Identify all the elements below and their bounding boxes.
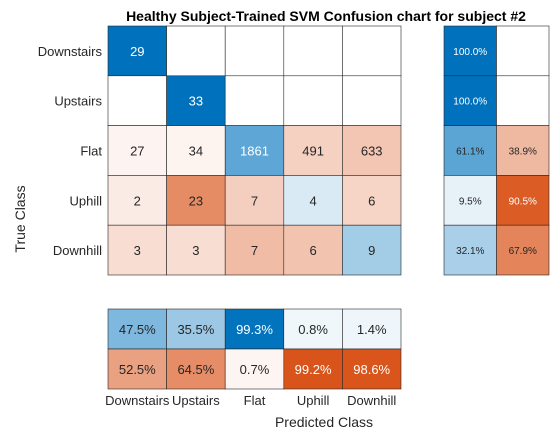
matrix-cell xyxy=(166,25,226,77)
column-summary-cell xyxy=(224,348,285,390)
row-summary-cell xyxy=(496,224,550,276)
y-tick-label: Flat xyxy=(80,144,102,159)
matrix-cell-value: 9 xyxy=(368,243,375,258)
y-tick-label: Downhill xyxy=(53,243,102,258)
column-summary-cell xyxy=(107,348,167,390)
matrix-cell-value: 34 xyxy=(189,144,203,159)
chart-title: Healthy Subject-Trained SVM Confusion ch… xyxy=(126,8,526,24)
column-summary-value: 47.5% xyxy=(119,322,156,337)
y-tick-label: Upstairs xyxy=(54,94,102,109)
matrix-cell xyxy=(224,224,285,276)
matrix-cell-value: 633 xyxy=(361,144,383,159)
matrix-cell xyxy=(342,75,402,126)
x-tick-label: Uphill xyxy=(297,393,330,408)
matrix-cell-value: 23 xyxy=(189,193,203,208)
column-summary-value: 98.6% xyxy=(353,362,390,377)
row-summary-cell xyxy=(443,25,497,77)
y-tick-label: Downstairs xyxy=(38,44,103,59)
matrix-cell xyxy=(224,25,285,77)
matrix-cell xyxy=(283,125,343,176)
row-summary-value: 32.1% xyxy=(456,246,484,257)
matrix-cell xyxy=(224,75,285,126)
matrix-cell-value: 27 xyxy=(130,144,144,159)
matrix-cell-value: 491 xyxy=(302,144,324,159)
matrix-cell xyxy=(224,125,285,176)
matrix-cell xyxy=(107,25,167,77)
matrix-cell xyxy=(283,75,343,126)
matrix-cell xyxy=(224,175,285,226)
matrix-cell xyxy=(107,125,167,176)
matrix-cell-value: 7 xyxy=(251,193,258,208)
matrix-cell xyxy=(342,175,402,226)
row-summary-value: 100.0% xyxy=(453,47,487,58)
row-summary-cell xyxy=(496,75,550,126)
row-summary-cell xyxy=(496,175,550,226)
matrix-cell xyxy=(283,25,343,77)
matrix-cell-value: 4 xyxy=(309,193,316,208)
x-tick-label: Flat xyxy=(244,393,266,408)
x-tick-labels: Downstairs Upstairs Flat Uphill Downhill xyxy=(105,393,396,408)
matrix-cell xyxy=(166,125,226,176)
x-tick-label: Downstairs xyxy=(105,393,170,408)
x-tick-label: Upstairs xyxy=(172,393,220,408)
x-axis-label: Predicted Class xyxy=(275,414,373,430)
matrix-cell-value: 7 xyxy=(251,243,258,258)
column-summary-value: 64.5% xyxy=(177,362,214,377)
column-summary-value: 0.7% xyxy=(240,362,270,377)
row-summary: 100.0% 100.0% 61.1% 38.9% 9.5% 90.5% 32.1% 67.9… xyxy=(443,25,550,276)
row-summary-value: 67.9% xyxy=(509,246,537,257)
matrix-cell-value: 3 xyxy=(134,243,141,258)
x-tick-label: Downhill xyxy=(347,393,396,408)
matrix-cell-value: 33 xyxy=(189,94,203,109)
matrix-cell xyxy=(342,224,402,276)
y-axis-label: True Class xyxy=(12,185,28,252)
matrix-cell-value: 2 xyxy=(134,193,141,208)
row-summary-value: 61.1% xyxy=(456,147,484,158)
matrix-cell xyxy=(166,75,226,126)
row-summary-cell xyxy=(443,75,497,126)
column-summary-cell xyxy=(166,348,226,390)
matrix-cell-value: 29 xyxy=(130,44,144,59)
column-summary-value: 1.4% xyxy=(357,322,387,337)
matrix-cell-value: 1861 xyxy=(240,144,269,159)
row-summary-cell xyxy=(496,25,550,77)
matrix-cell-value: 3 xyxy=(192,243,199,258)
matrix-cell-value: 6 xyxy=(368,193,375,208)
row-summary-value: 38.9% xyxy=(509,147,537,158)
y-tick-label: Uphill xyxy=(69,193,102,208)
row-summary-cell xyxy=(443,175,497,226)
column-summary-value: 99.2% xyxy=(295,362,332,377)
column-summary-value: 35.5% xyxy=(177,322,214,337)
matrix-cell xyxy=(107,175,167,226)
row-summary-value: 100.0% xyxy=(453,97,487,108)
matrix-cell xyxy=(283,224,343,276)
matrix-cell xyxy=(342,25,402,77)
y-tick-labels: Downstairs Upstairs Flat Uphill Downhill xyxy=(38,44,103,258)
column-summary-value: 0.8% xyxy=(298,322,328,337)
column-summary: 47.5% 52.5% 35.5% 64.5% 99.3% 0.7% 0.8% 99.2% 1.… xyxy=(107,308,402,390)
column-summary-value: 99.3% xyxy=(236,322,273,337)
column-summary-cell xyxy=(342,348,402,390)
row-summary-value: 9.5% xyxy=(459,196,482,207)
matrix-cell xyxy=(107,75,167,126)
column-summary-cell xyxy=(166,308,226,350)
matrix-cell xyxy=(166,224,226,276)
row-summary-cell xyxy=(443,125,497,176)
matrix-cell-value: 6 xyxy=(309,243,316,258)
row-summary-value: 90.5% xyxy=(509,196,537,207)
matrix-cell xyxy=(107,224,167,276)
row-summary-cell xyxy=(496,125,550,176)
column-summary-value: 52.5% xyxy=(119,362,156,377)
